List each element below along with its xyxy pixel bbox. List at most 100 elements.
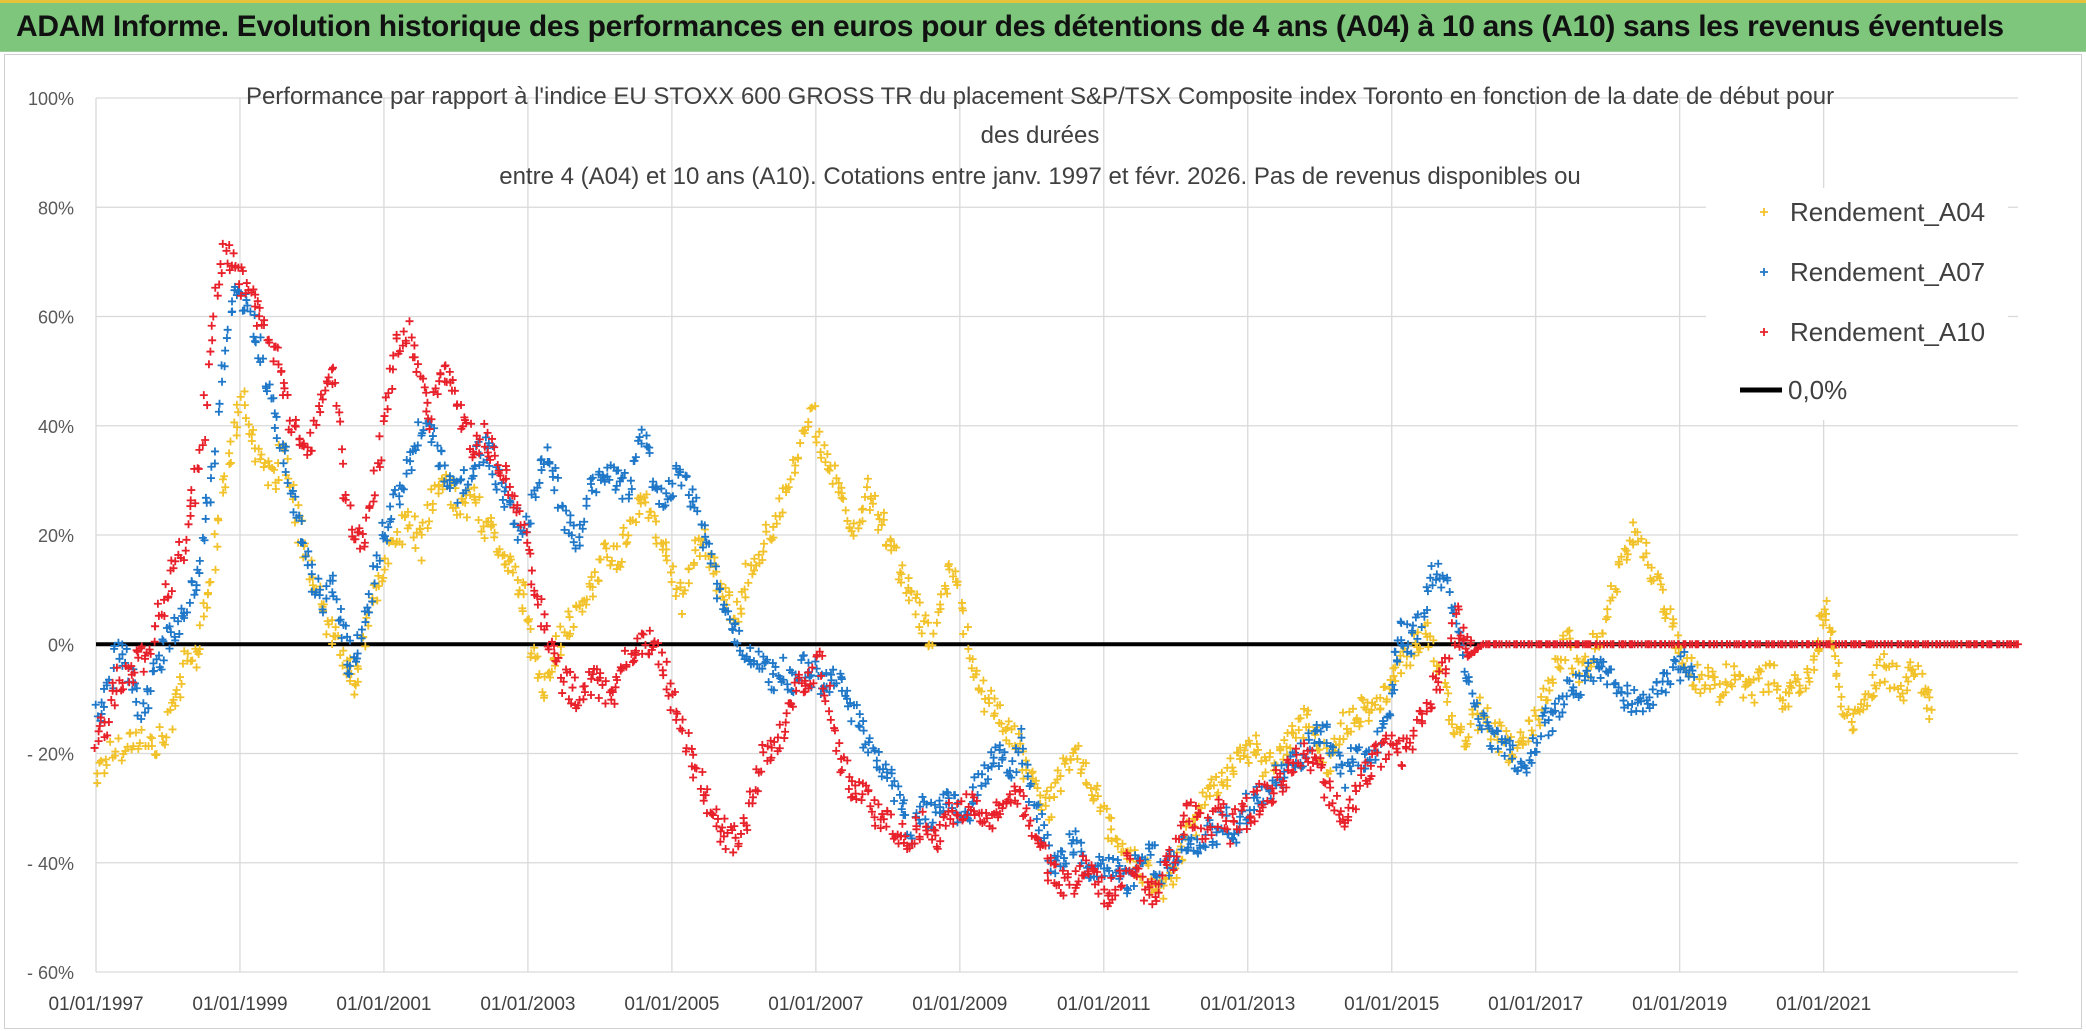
data-point: [1371, 700, 1380, 709]
data-point: [941, 821, 950, 830]
data-point: [1336, 719, 1345, 728]
data-point: [308, 581, 317, 590]
data-point: [1805, 677, 1814, 686]
data-point: [580, 682, 589, 691]
data-point: [295, 434, 304, 443]
data-point: [336, 417, 345, 426]
data-point: [112, 663, 121, 672]
data-point: [1666, 680, 1675, 689]
data-point: [2014, 640, 2022, 649]
data-point: [210, 530, 219, 539]
data-point: [740, 585, 749, 594]
data-point: [1422, 698, 1431, 707]
data-point: [1296, 761, 1305, 770]
data-point: [471, 498, 480, 507]
data-point: [1670, 655, 1679, 664]
data-point: [1530, 706, 1539, 715]
data-point: [318, 605, 327, 614]
data-point: [312, 420, 321, 429]
data-point: [182, 535, 191, 544]
data-point: [1094, 877, 1103, 886]
data-point: [658, 648, 667, 657]
data-point: [213, 542, 222, 551]
data-point: [422, 388, 431, 397]
data-point: [1389, 672, 1398, 681]
y-tick-label: 100%: [28, 89, 74, 109]
data-point: [418, 518, 427, 527]
data-point: [283, 478, 292, 487]
data-point: [434, 482, 443, 491]
data-point: [1450, 640, 1459, 649]
data-point: [918, 807, 927, 816]
data-point: [1764, 680, 1773, 689]
data-point: [1043, 868, 1052, 877]
data-point: [314, 574, 323, 583]
data-point: [1561, 656, 1570, 665]
data-point: [924, 618, 933, 627]
data-point: [1207, 831, 1216, 840]
data-point: [736, 829, 745, 838]
data-point: [684, 564, 693, 573]
data-point: [794, 670, 803, 679]
data-point: [1549, 678, 1558, 687]
data-point: [847, 717, 856, 726]
data-point: [1393, 748, 1402, 757]
data-point: [852, 795, 861, 804]
data-point: [897, 805, 906, 814]
data-point: [1058, 847, 1067, 856]
data-point: [168, 725, 177, 734]
data-point: [806, 404, 815, 413]
data-point: [1235, 825, 1244, 834]
data-point: [199, 599, 208, 608]
data-point: [898, 561, 907, 570]
data-point: [895, 790, 904, 799]
data-point: [388, 365, 397, 374]
data-point: [332, 595, 341, 604]
x-tick-label: 01/01/2003: [480, 994, 575, 1015]
data-point: [203, 590, 212, 599]
data-point: [1534, 715, 1543, 724]
data-point: [1025, 821, 1034, 830]
data-point: [945, 565, 954, 574]
data-point: [1352, 787, 1361, 796]
data-point: [1078, 852, 1087, 861]
data-point: [692, 764, 701, 773]
data-point: [1715, 680, 1724, 689]
data-point: [592, 488, 601, 497]
data-point: [234, 408, 243, 417]
data-point: [322, 582, 331, 591]
data-point: [1756, 667, 1765, 676]
data-point: [1165, 871, 1174, 880]
data-point: [1428, 581, 1437, 590]
data-point: [997, 719, 1006, 728]
data-point: [1607, 665, 1616, 674]
data-point: [1230, 829, 1239, 838]
data-point: [874, 747, 883, 756]
data-point: [1922, 704, 1931, 713]
y-tick-label: 60%: [38, 308, 74, 328]
data-point: [165, 622, 174, 631]
data-point: [1061, 859, 1070, 868]
data-point: [1431, 674, 1440, 683]
data-point: [1316, 754, 1325, 763]
data-point: [1086, 783, 1095, 792]
data-point: [673, 709, 682, 718]
data-point: [308, 560, 317, 569]
data-point: [93, 779, 102, 788]
data-point: [1432, 575, 1441, 584]
data-point: [1693, 660, 1702, 669]
data-point: [1532, 747, 1541, 756]
data-point: [1300, 704, 1309, 713]
data-point: [610, 699, 619, 708]
data-point: [1228, 810, 1237, 819]
data-point: [1519, 733, 1528, 742]
data-point: [906, 586, 915, 595]
data-point: [645, 650, 654, 659]
data-point: [864, 748, 873, 757]
data-point: [505, 482, 514, 491]
data-point: [269, 465, 278, 474]
data-point: [1226, 839, 1235, 848]
data-point: [1089, 794, 1098, 803]
data-point: [195, 621, 204, 630]
data-point: [1278, 787, 1287, 796]
